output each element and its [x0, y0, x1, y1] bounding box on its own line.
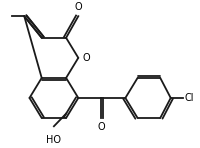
Text: O: O: [97, 122, 104, 132]
Text: O: O: [82, 53, 90, 63]
Text: O: O: [74, 2, 82, 12]
Text: Cl: Cl: [184, 93, 193, 103]
Text: HO: HO: [46, 135, 61, 145]
